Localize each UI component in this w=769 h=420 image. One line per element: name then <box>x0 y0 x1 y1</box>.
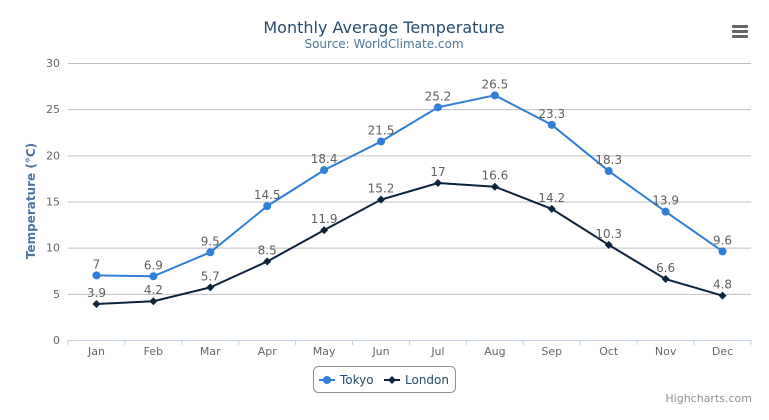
data-point[interactable] <box>263 202 272 211</box>
data-label: 11.9 <box>311 212 338 226</box>
y-tick-label: 15 <box>46 196 60 209</box>
data-point[interactable] <box>206 283 215 292</box>
x-tick-label: Nov <box>655 345 677 358</box>
data-point[interactable] <box>320 166 329 175</box>
data-label: 6.6 <box>656 261 675 275</box>
y-axis-label: Temperature (°C) <box>24 143 38 259</box>
hamburger-menu-icon[interactable] <box>732 23 756 39</box>
data-point[interactable] <box>661 207 670 216</box>
legend-item-tokyo[interactable]: Tokyo <box>319 373 374 387</box>
data-point[interactable] <box>547 204 556 213</box>
data-label: 26.5 <box>482 77 509 91</box>
y-tick-label: 10 <box>46 242 60 255</box>
legend-item-london[interactable]: London <box>384 373 449 387</box>
series-line <box>96 182 723 305</box>
data-label: 4.8 <box>713 278 732 292</box>
gridlines <box>68 63 751 295</box>
data-point[interactable] <box>149 297 158 306</box>
data-label: 21.5 <box>368 123 395 137</box>
data-label: 18.3 <box>595 153 622 167</box>
x-tick-label: Jun <box>371 345 389 358</box>
y-tick-label: 25 <box>46 103 60 116</box>
data-point[interactable] <box>377 137 386 146</box>
x-tick-label: Aug <box>484 345 505 358</box>
data-label: 16.6 <box>482 169 509 183</box>
y-tick-label: 20 <box>46 149 60 162</box>
credits-link[interactable]: Highcharts.com <box>665 392 752 405</box>
x-tick-label: Dec <box>712 345 733 358</box>
x-tick-label: Jan <box>87 345 105 358</box>
data-point[interactable] <box>604 167 613 176</box>
data-point[interactable] <box>433 103 442 112</box>
x-tick-label: Oct <box>599 345 619 358</box>
data-label: 9.6 <box>713 233 732 247</box>
x-tick-label: Feb <box>144 345 163 358</box>
data-label: 13.9 <box>652 194 679 208</box>
data-point[interactable] <box>547 120 556 129</box>
data-label: 9.5 <box>201 234 220 248</box>
data-label: 4.2 <box>144 283 163 297</box>
data-point[interactable] <box>320 226 329 235</box>
data-label: 8.5 <box>258 244 277 258</box>
x-axis: Jan Feb Mar Apr May Jun Jul Aug Sep Oct Nov Dec <box>67 340 752 358</box>
x-tick-label: Apr <box>258 345 278 358</box>
x-tick-label: May <box>313 345 336 358</box>
data-point[interactable] <box>263 257 272 266</box>
x-tick-label: Sep <box>541 345 562 358</box>
y-tick-label: 30 <box>46 57 60 70</box>
data-label: 23.3 <box>538 107 565 121</box>
data-point[interactable] <box>718 291 727 300</box>
data-label: 3.9 <box>87 286 106 300</box>
data-point[interactable] <box>490 182 499 191</box>
y-tick-label: 0 <box>53 334 60 347</box>
data-point[interactable] <box>149 272 158 281</box>
x-tick-label: Jul <box>430 345 444 358</box>
legend-label: London <box>405 373 449 387</box>
data-point[interactable] <box>718 247 727 256</box>
data-label: 14.5 <box>254 188 281 202</box>
data-point[interactable] <box>661 275 670 284</box>
legend: Tokyo London <box>313 366 456 393</box>
data-label: 6.9 <box>144 258 163 272</box>
chart-subtitle: Source: WorldClimate.com <box>304 37 463 51</box>
data-label: 25.2 <box>425 89 452 103</box>
series: 7 6.9 9.5 14.5 18.4 21.5 25.2 26.5 23.3 18.3 13.9 9… <box>87 77 732 308</box>
data-point[interactable] <box>604 240 613 249</box>
data-label: 10.3 <box>595 227 622 241</box>
data-point[interactable] <box>92 271 101 280</box>
data-label: 14.2 <box>538 191 565 205</box>
data-label: 7 <box>93 257 101 271</box>
data-point[interactable] <box>490 91 499 100</box>
series-london: 3.9 4.2 5.7 8.5 11.9 15.2 17 16.6 14.2 10.3 6.6 4.8 <box>87 165 732 308</box>
x-tick-label: Mar <box>200 345 221 358</box>
y-tick-label: 5 <box>53 288 60 301</box>
chart-title: Monthly Average Temperature <box>263 18 504 37</box>
data-label: 15.2 <box>368 182 395 196</box>
series-line <box>96 94 724 278</box>
data-label: 5.7 <box>201 269 220 283</box>
data-point[interactable] <box>377 195 386 204</box>
data-point[interactable] <box>92 299 101 308</box>
data-label: 17 <box>430 165 445 179</box>
data-point[interactable] <box>206 248 215 257</box>
series-tokyo: 7 6.9 9.5 14.5 18.4 21.5 25.2 26.5 23.3 18.3 13.9 9… <box>92 77 732 281</box>
data-point[interactable] <box>433 179 442 188</box>
y-axis-ticks: 0 5 10 15 20 25 30 <box>46 57 60 347</box>
legend-label: Tokyo <box>339 373 374 387</box>
data-label: 18.4 <box>311 152 338 166</box>
